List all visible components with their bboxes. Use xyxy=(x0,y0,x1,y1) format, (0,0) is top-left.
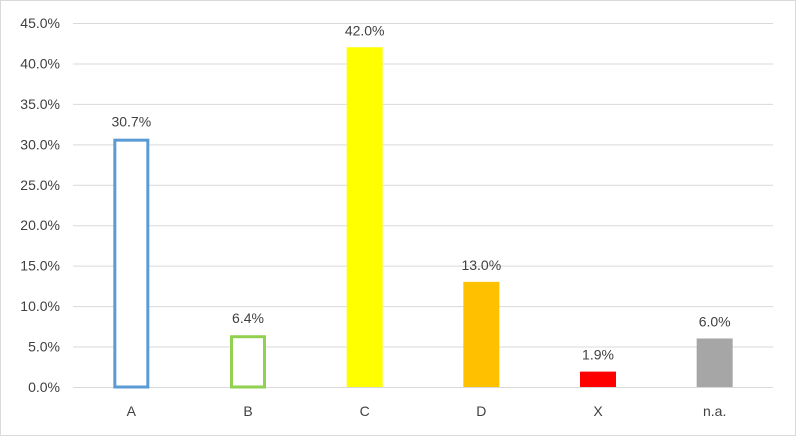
bar-na xyxy=(696,338,733,387)
y-tick-label: 5.0% xyxy=(28,339,60,355)
bar-b xyxy=(230,335,266,389)
y-tick-label: 30.0% xyxy=(20,136,60,152)
y-tick-label: 45.0% xyxy=(20,15,60,31)
data-label: 30.7% xyxy=(111,114,151,130)
y-tick-label: 25.0% xyxy=(20,177,60,193)
x-tick-label: A xyxy=(127,403,137,419)
y-tick-label: 15.0% xyxy=(20,258,60,274)
data-label: 6.4% xyxy=(232,310,264,326)
data-label: 1.9% xyxy=(582,347,614,363)
y-tick-label: 10.0% xyxy=(20,298,60,314)
bar-x xyxy=(580,371,616,387)
y-tick-label: 35.0% xyxy=(20,96,60,112)
y-tick-label: 0.0% xyxy=(28,379,60,395)
x-tick-label: C xyxy=(360,403,370,419)
y-tick-label: 40.0% xyxy=(20,55,60,71)
x-tick-label: n.a. xyxy=(703,403,726,419)
x-tick-label: X xyxy=(593,403,603,419)
data-label: 42.0% xyxy=(345,22,385,38)
data-label: 13.0% xyxy=(461,257,501,273)
x-tick-label: B xyxy=(243,403,252,419)
x-tick-label: D xyxy=(476,403,486,419)
bar-d xyxy=(463,281,500,387)
y-tick-label: 20.0% xyxy=(20,217,60,233)
data-label: 6.0% xyxy=(699,313,731,329)
bar-c xyxy=(346,47,383,388)
bar-a xyxy=(113,138,150,389)
